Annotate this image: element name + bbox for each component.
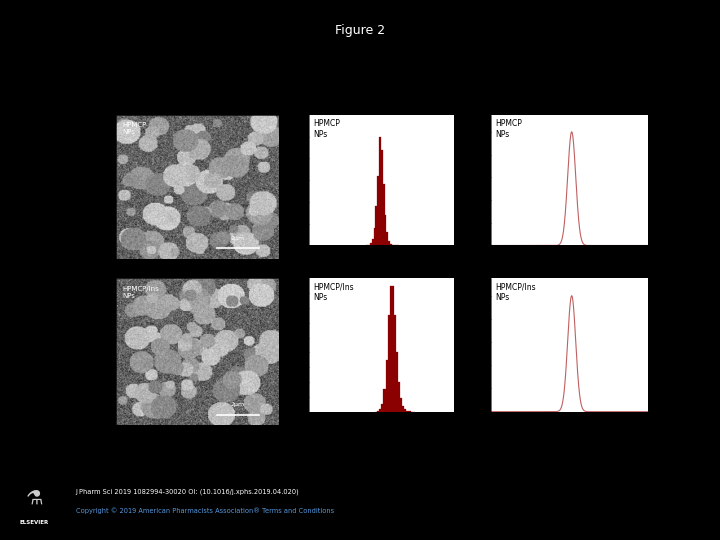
Y-axis label: Number intensity (%Vol.): Number intensity (%Vol.)	[292, 150, 297, 211]
Bar	[405, 409, 406, 411]
Bar	[379, 137, 381, 246]
Bar	[368, 245, 370, 246]
Text: Copyright © 2019 American Pharmacists Association® Terms and Conditions: Copyright © 2019 American Pharmacists As…	[76, 508, 334, 514]
Text: c: c	[462, 90, 469, 99]
Bar	[379, 409, 382, 411]
Text: J Pharm Sci 2019 1082994-30020 OI: (10.1016/j.xphs.2019.04.020): J Pharm Sci 2019 1082994-30020 OI: (10.1…	[76, 489, 300, 495]
Bar	[387, 232, 388, 246]
X-axis label: Zeta Potential (mV): Zeta Potential (mV)	[543, 422, 596, 427]
Text: HPMCP/Ins
NPs: HPMCP/Ins NPs	[495, 282, 536, 302]
Text: HPMCP
NPs: HPMCP NPs	[122, 122, 146, 136]
Bar	[390, 286, 392, 411]
Bar	[387, 315, 390, 411]
Bar	[396, 353, 398, 411]
Text: a: a	[112, 90, 120, 99]
Text: HPMCP/Ins
NPs: HPMCP/Ins NPs	[313, 282, 354, 302]
Text: ⚗: ⚗	[25, 489, 43, 508]
Text: HPMCP/Ins
NPs: HPMCP/Ins NPs	[122, 286, 159, 299]
Bar	[381, 150, 383, 246]
Bar	[374, 228, 376, 246]
Bar	[385, 360, 387, 411]
X-axis label: Zeta Potential (mV): Zeta Potential (mV)	[543, 256, 596, 261]
Bar	[402, 406, 405, 411]
Bar	[392, 286, 394, 411]
Bar	[382, 404, 384, 411]
Text: HPMCP
NPs: HPMCP NPs	[495, 119, 523, 139]
Bar	[388, 241, 390, 246]
Text: b: b	[289, 90, 297, 99]
Bar	[372, 239, 374, 246]
Text: Figure 2: Figure 2	[335, 24, 385, 37]
Bar	[384, 389, 385, 411]
Text: HPMCP
NPs: HPMCP NPs	[313, 119, 340, 139]
Bar	[398, 382, 400, 411]
Bar	[394, 315, 396, 411]
X-axis label: Size (nm): Size (nm)	[368, 260, 395, 265]
Text: 2μm: 2μm	[231, 402, 245, 407]
Y-axis label: Number intensity (%Vol.): Number intensity (%Vol.)	[292, 314, 297, 376]
Bar	[370, 244, 372, 246]
Bar	[384, 215, 387, 246]
Y-axis label: Weighted Cts. number: Weighted Cts. number	[472, 318, 477, 373]
Bar	[383, 185, 384, 246]
Y-axis label: Weighted Cts. number: Weighted Cts. number	[472, 153, 477, 208]
Bar	[376, 206, 377, 246]
Bar	[390, 244, 392, 246]
Text: ELSEVIER: ELSEVIER	[19, 521, 49, 525]
Bar	[400, 399, 402, 411]
Text: 2μm: 2μm	[231, 237, 245, 241]
X-axis label: Size (nm): Size (nm)	[368, 427, 395, 431]
Bar	[377, 176, 379, 246]
